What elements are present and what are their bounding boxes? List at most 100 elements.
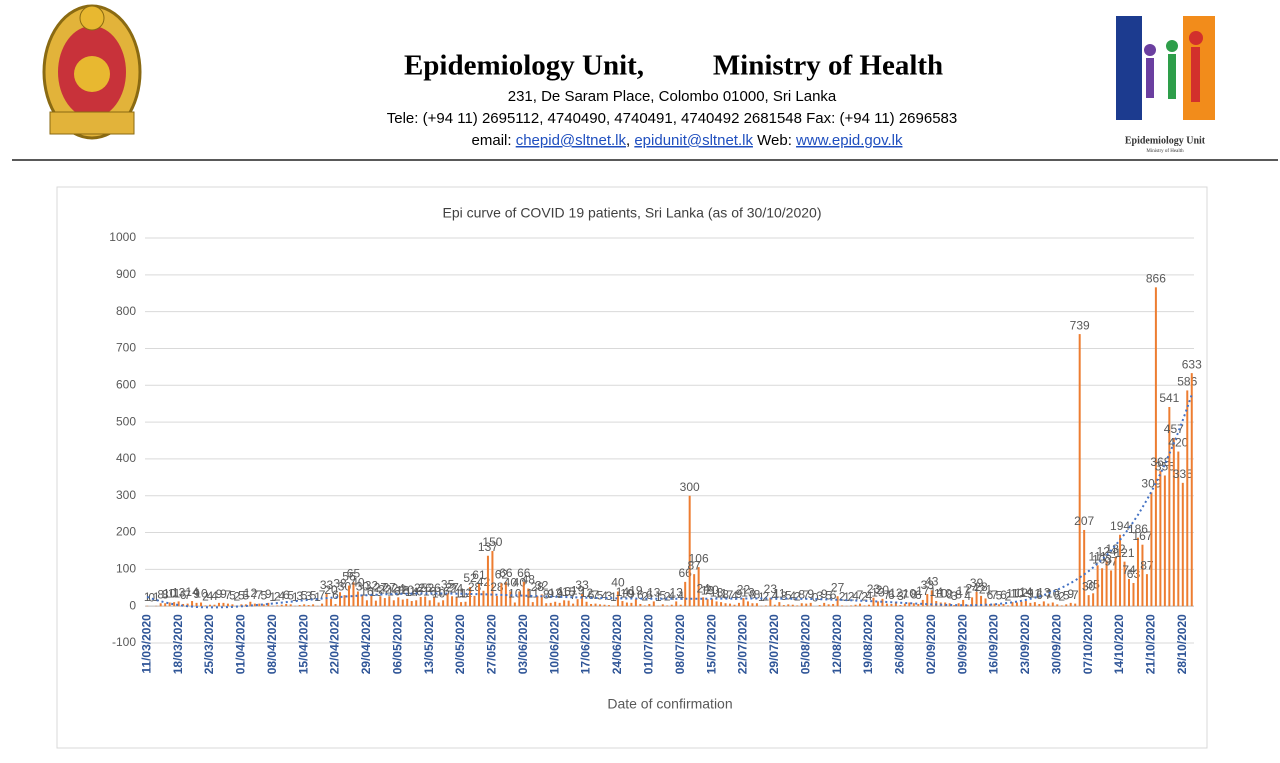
bar: [630, 603, 632, 606]
bar: [222, 603, 224, 606]
bar: [447, 593, 449, 606]
bar: [343, 595, 345, 606]
bar: [1070, 603, 1072, 606]
x-tick-label: 29/04/2020: [359, 614, 373, 674]
email-label: email:: [472, 132, 512, 149]
bar: [191, 601, 193, 606]
bar: [805, 604, 807, 607]
bar: [554, 602, 556, 606]
separator: ,: [626, 132, 630, 149]
bar: [1110, 570, 1112, 606]
bar: [720, 602, 722, 606]
bar: [366, 600, 368, 606]
x-tick-label: 05/08/2020: [798, 614, 812, 674]
bar: [590, 604, 592, 606]
bar: [518, 591, 520, 606]
x-tick-label: 10/06/2020: [547, 614, 561, 674]
bar: [621, 601, 623, 606]
bar: [312, 604, 314, 606]
bar: [1101, 568, 1103, 606]
x-tick-label: 08/04/2020: [265, 614, 279, 674]
bar: [1137, 538, 1139, 606]
web-link[interactable]: www.epid.gov.lk: [795, 132, 903, 149]
bar: [572, 604, 574, 607]
logo-subcaption: Ministry of Health: [1146, 149, 1184, 154]
bar: [1182, 483, 1184, 606]
bar: [1191, 373, 1193, 606]
bar: [209, 605, 211, 606]
x-tick-label: 16/09/2020: [987, 614, 1001, 674]
bar: [227, 604, 229, 607]
bar: [832, 604, 834, 606]
data-label: 4: [677, 589, 684, 603]
bar: [420, 597, 422, 606]
bar: [263, 604, 265, 606]
bar: [196, 603, 198, 606]
bar: [1016, 603, 1018, 607]
chart-title: Epi curve of COVID 19 patients, Sri Lank…: [443, 205, 822, 221]
bar: [550, 603, 552, 606]
bar: [603, 605, 605, 606]
bar: [841, 605, 843, 606]
data-label: 309: [1141, 477, 1161, 491]
header-title: Epidemiology Unit,: [404, 50, 644, 82]
y-tick-label: 700: [116, 341, 136, 355]
bar: [626, 603, 628, 607]
bar: [308, 605, 310, 606]
bar: [729, 604, 731, 607]
bar: [819, 605, 821, 606]
bar: [379, 596, 381, 606]
bar: [1025, 601, 1027, 606]
bar: [406, 599, 408, 606]
bar: [393, 600, 395, 606]
y-tick-label: 900: [116, 267, 136, 281]
data-label: 106: [689, 551, 709, 565]
bar: [514, 603, 516, 607]
bar: [648, 604, 650, 606]
x-tick-label: 07/10/2020: [1081, 614, 1095, 674]
data-label: 586: [1177, 375, 1197, 389]
bar: [1007, 605, 1009, 606]
bar: [213, 605, 215, 606]
bar: [451, 596, 453, 606]
logo-caption: Epidemiology Unit: [1125, 135, 1206, 146]
bar: [321, 604, 323, 607]
bar: [1034, 602, 1036, 606]
bar: [998, 604, 1000, 606]
email-link[interactable]: epidunit@sltnet.lk: [634, 132, 753, 149]
bar: [1146, 574, 1148, 606]
x-tick-label: 19/08/2020: [861, 614, 875, 674]
data-label: 633: [1182, 357, 1202, 371]
bar: [1164, 475, 1166, 606]
x-tick-label: 24/06/2020: [610, 614, 624, 674]
x-tick-label: 12/08/2020: [830, 614, 844, 674]
x-tick-label: 21/10/2020: [1144, 614, 1158, 674]
bar: [1150, 492, 1152, 606]
x-tick-label: 29/07/2020: [767, 614, 781, 674]
data-label: 7: [1072, 588, 1079, 602]
x-axis-label: Date of confirmation: [607, 696, 732, 712]
bar: [563, 600, 565, 606]
bar: [702, 597, 704, 606]
data-label: 541: [1159, 391, 1179, 405]
bar: [384, 598, 386, 606]
x-tick-label: 30/09/2020: [1049, 614, 1063, 674]
email-link[interactable]: chepid@sltnet.lk: [516, 132, 627, 149]
bar: [290, 604, 292, 606]
bar: [473, 596, 475, 606]
bar: [218, 603, 220, 606]
bar: [536, 596, 538, 606]
bar: [397, 597, 399, 606]
bar: [1173, 438, 1175, 606]
x-tick-label: 01/07/2020: [641, 614, 655, 674]
bar: [864, 605, 866, 606]
bar: [299, 605, 301, 606]
bar: [859, 604, 861, 607]
bar: [765, 605, 767, 606]
bar: [855, 605, 857, 606]
bar: [868, 605, 870, 606]
x-tick-label: 13/05/2020: [422, 614, 436, 674]
bar: [725, 603, 727, 606]
header-title: Ministry of Health: [713, 50, 943, 82]
bar: [1074, 604, 1076, 607]
